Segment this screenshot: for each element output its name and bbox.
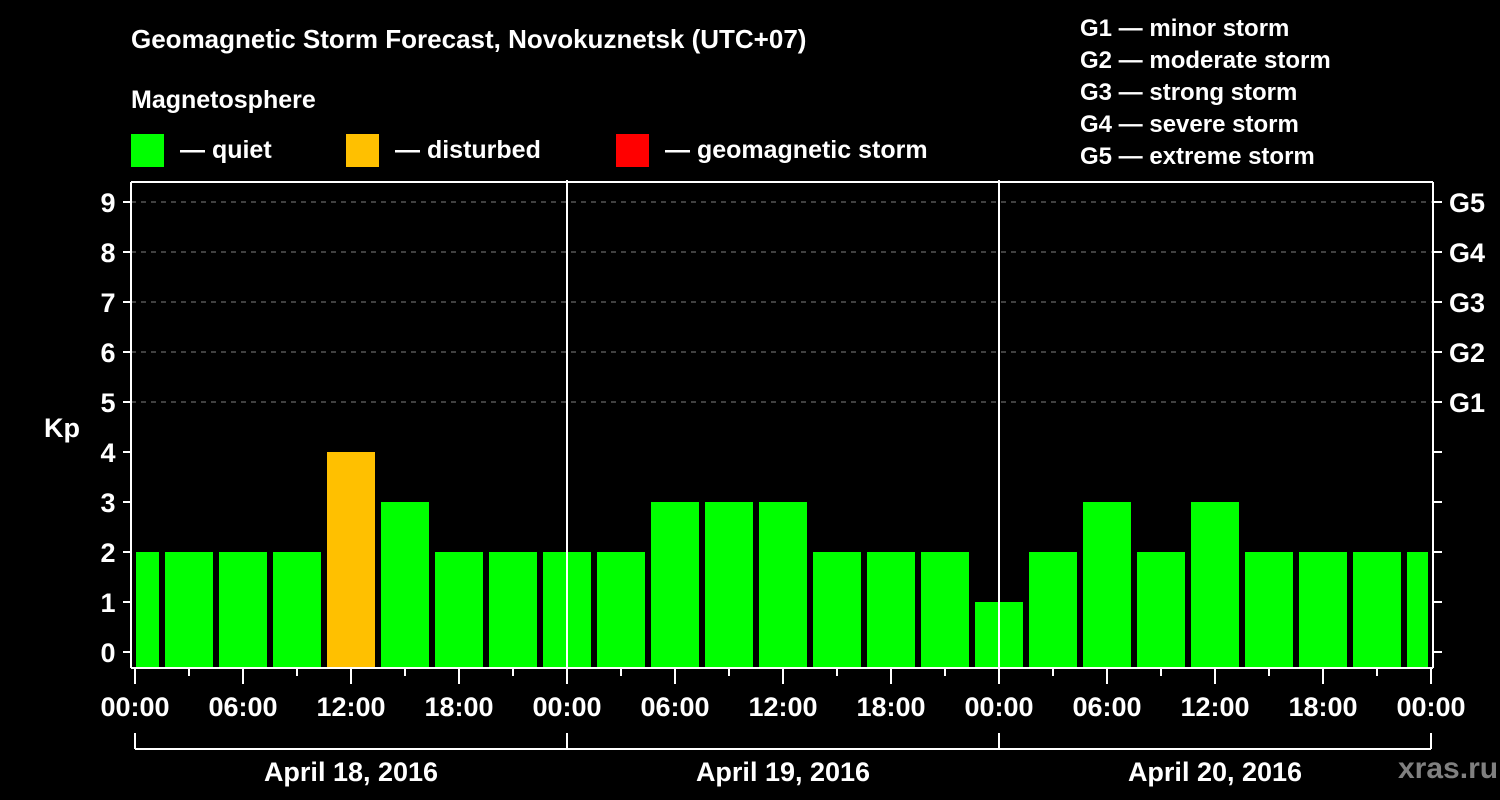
g-scale-label: G5 xyxy=(1449,188,1485,218)
storm-scale-g4: G4 — severe storm xyxy=(1080,111,1299,138)
legend-item-quiet: — quiet xyxy=(131,134,272,167)
bar-quiet xyxy=(651,502,699,667)
storm-scale-g2: G2 — moderate storm xyxy=(1080,47,1331,74)
bar-quiet xyxy=(1191,502,1239,667)
bar-quiet xyxy=(381,502,429,667)
day-label: April 20, 2016 xyxy=(1128,757,1302,787)
bar-disturbed xyxy=(327,452,375,667)
bar-quiet xyxy=(219,552,267,667)
y-tick-label: 3 xyxy=(100,488,115,518)
x-tick-label: 06:00 xyxy=(208,692,277,722)
legend-label-disturbed: — disturbed xyxy=(395,136,541,164)
storm-scale-g5: G5 — extreme storm xyxy=(1080,143,1315,170)
g-scale-label: G1 xyxy=(1449,388,1485,418)
storm-scale-g3: G3 — strong storm xyxy=(1080,79,1298,106)
storm-scale-legend: G1 — minor storm G2 — moderate storm G3 … xyxy=(1080,13,1331,173)
bar-quiet xyxy=(1245,552,1293,667)
y-tick-label: 7 xyxy=(100,288,115,318)
x-tick-label: 18:00 xyxy=(856,692,925,722)
x-tick-label: 12:00 xyxy=(748,692,817,722)
bar-quiet xyxy=(1407,552,1428,667)
axis-labels: 0 1 2 3 4 5 6 7 8 9 Kp G1 G2 G3 G4 G5 00:00 06:00 12:00 18:… xyxy=(44,188,1485,787)
bar-quiet xyxy=(1299,552,1347,667)
axes xyxy=(123,180,1442,750)
y-tick-label: 8 xyxy=(100,238,115,268)
x-tick-label: 00:00 xyxy=(1396,692,1465,722)
x-tick-label: 00:00 xyxy=(964,692,1033,722)
y-tick-label: 4 xyxy=(100,438,115,468)
y-axis-label: Kp xyxy=(44,413,80,443)
bar-quiet xyxy=(1137,552,1185,667)
y-tick-label: 2 xyxy=(100,538,115,568)
g-scale-label: G3 xyxy=(1449,288,1485,318)
legend-swatch-disturbed xyxy=(346,134,379,167)
bar-quiet xyxy=(435,552,483,667)
bar-quiet xyxy=(813,552,861,667)
bar-quiet xyxy=(273,552,321,667)
y-tick-label: 6 xyxy=(100,338,115,368)
y-tick-label: 1 xyxy=(100,588,115,618)
day-label: April 18, 2016 xyxy=(264,757,438,787)
bar-quiet xyxy=(136,552,159,667)
bar-quiet xyxy=(1083,502,1131,667)
bar-quiet xyxy=(597,552,645,667)
bar-quiet xyxy=(1029,552,1077,667)
y-tick-label: 5 xyxy=(100,388,115,418)
x-tick-label: 06:00 xyxy=(1072,692,1141,722)
legend-label-quiet: — quiet xyxy=(180,136,272,164)
x-tick-label: 12:00 xyxy=(316,692,385,722)
bar-quiet xyxy=(921,552,969,667)
y-tick-label: 9 xyxy=(100,188,115,218)
bar-quiet xyxy=(759,502,807,667)
legend-swatch-storm xyxy=(616,134,649,167)
g-scale-label: G4 xyxy=(1449,238,1485,268)
x-tick-label: 00:00 xyxy=(100,692,169,722)
x-tick-label: 18:00 xyxy=(424,692,493,722)
legend-label-storm: — geomagnetic storm xyxy=(665,136,928,164)
x-tick-label: 06:00 xyxy=(640,692,709,722)
magnetosphere-label: Magnetosphere xyxy=(131,86,316,114)
watermark: xras.ru xyxy=(1398,752,1499,785)
legend-item-disturbed: — disturbed xyxy=(346,134,541,167)
bar-quiet xyxy=(165,552,213,667)
storm-scale-g1: G1 — minor storm xyxy=(1080,15,1290,42)
legend-item-storm: — geomagnetic storm xyxy=(616,134,928,167)
bar-quiet xyxy=(867,552,915,667)
bars xyxy=(136,452,1428,667)
x-tick-label: 18:00 xyxy=(1288,692,1357,722)
day-label: April 19, 2016 xyxy=(696,757,870,787)
g-scale-label: G2 xyxy=(1449,338,1485,368)
grid-lines xyxy=(131,201,1433,403)
bar-quiet xyxy=(1353,552,1401,667)
chart-title: Geomagnetic Storm Forecast, Novokuznetsk… xyxy=(131,24,807,54)
x-tick-label: 00:00 xyxy=(532,692,601,722)
bar-quiet xyxy=(705,502,753,667)
bar-quiet xyxy=(489,552,537,667)
x-tick-label: 12:00 xyxy=(1180,692,1249,722)
legend-swatch-quiet xyxy=(131,134,164,167)
y-tick-label: 0 xyxy=(100,638,115,668)
